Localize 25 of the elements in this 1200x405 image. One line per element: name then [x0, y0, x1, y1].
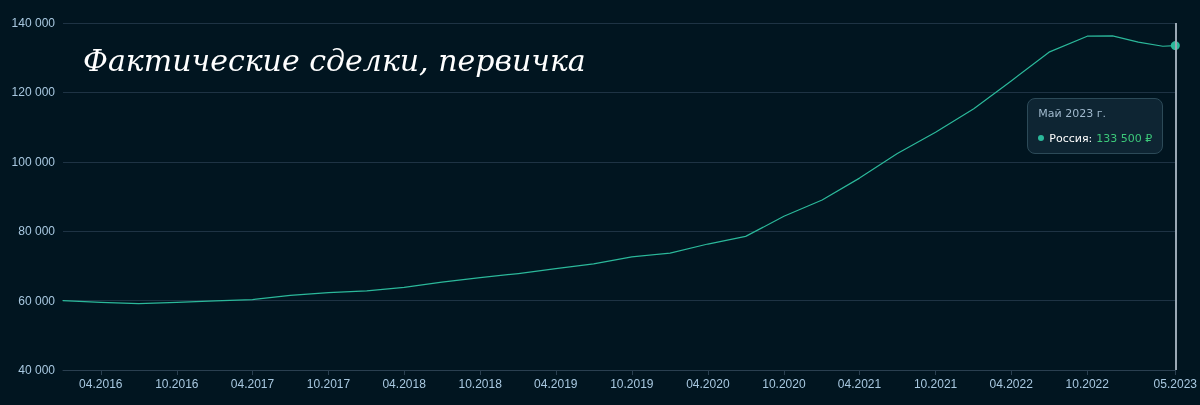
x-tick-label: 10.2022 [1065, 377, 1110, 391]
annotation: Май 2023 г. [1038, 107, 1107, 120]
y-tick-label: 140 000 [11, 16, 56, 30]
x-tick-label: 10.2017 [306, 377, 351, 391]
x-tick-label: 10.2018 [458, 377, 503, 391]
text: Фактические сделки, первичка [83, 42, 586, 78]
x-tick-label: 05.2023 [1153, 377, 1198, 391]
x-tick-label: 04.2018 [382, 377, 427, 391]
x-tick-label: 04.2016 [79, 377, 123, 391]
y-tick-label: 60 000 [18, 293, 56, 308]
x-tick-label: 04.2020 [686, 377, 730, 391]
x-tick-label: 04.2017 [230, 377, 275, 391]
annotation: Россия: [1049, 132, 1093, 145]
x-tick-label: 04.2019 [534, 377, 578, 391]
x-tick-label: 10.2019 [610, 377, 654, 391]
y-tick-label: 40 000 [18, 363, 56, 377]
y-tick-label: 120 000 [11, 85, 56, 100]
y-tick-label: 80 000 [18, 224, 56, 239]
y-tick-label: 100 000 [11, 154, 56, 169]
x-tick-label: 10.2021 [913, 377, 958, 391]
x-tick-label: 04.2021 [837, 377, 882, 391]
x-tick-label: 10.2020 [762, 377, 806, 391]
annotation: 133 500 ₽ [1096, 132, 1153, 145]
x-tick-label: 10.2016 [155, 377, 199, 391]
x-tick-label: 04.2022 [989, 377, 1034, 391]
